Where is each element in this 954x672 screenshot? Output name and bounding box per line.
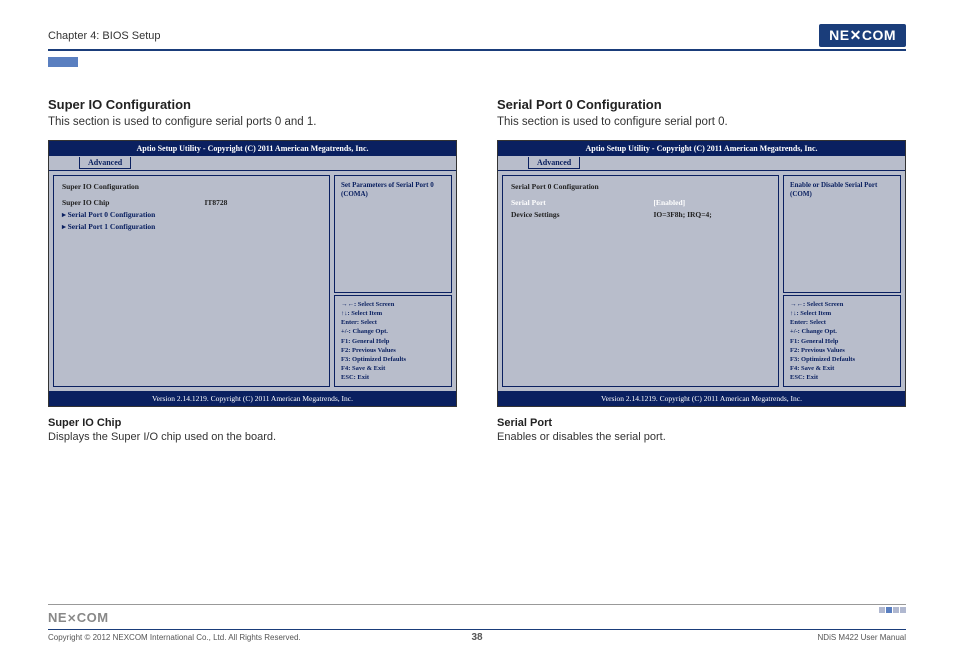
subsection-desc: Enables or disables the serial port. <box>497 431 906 443</box>
bios-key-hint: Enter: Select <box>790 318 894 327</box>
bios-row-value: IO=3F8h; IRQ=4; <box>653 209 770 221</box>
page-number: 38 <box>471 632 482 643</box>
bios-key-hint: ↑↓: Select Item <box>341 309 445 318</box>
bios-row-value: [Enabled] <box>653 197 770 209</box>
bios-key-legend: →←: Select Screen↑↓: Select ItemEnter: S… <box>334 295 452 387</box>
subsection-desc: Displays the Super I/O chip used on the … <box>48 431 457 443</box>
bios-row-value: IT8728 <box>204 197 321 209</box>
bios-row: Serial Port[Enabled] <box>511 197 770 209</box>
bios-key-hint: F4: Save & Exit <box>790 364 894 373</box>
left-column: Super IO Configuration This section is u… <box>48 97 457 443</box>
bios-key-hint: F2: Previous Values <box>341 346 445 355</box>
bios-help-text: Enable or Disable Serial Port (COM) <box>783 175 901 293</box>
bios-screenshot-left: Aptio Setup Utility - Copyright (C) 2011… <box>48 140 457 407</box>
subsection-title: Super IO Chip <box>48 417 457 429</box>
bios-row-label: Super IO Chip <box>62 197 204 209</box>
bios-heading: Serial Port 0 Configuration <box>511 182 770 191</box>
bios-row-label: Serial Port <box>511 197 653 209</box>
footer-decoration <box>879 607 906 613</box>
bios-key-hint: F4: Save & Exit <box>341 364 445 373</box>
bios-tab-advanced: Advanced <box>79 157 131 169</box>
margin-tab <box>48 57 78 67</box>
section-desc: This section is used to configure serial… <box>497 116 906 128</box>
bios-key-hint: +/-: Change Opt. <box>790 327 894 336</box>
section-title: Serial Port 0 Configuration <box>497 97 906 112</box>
manual-name: NDiS M422 User Manual <box>818 633 906 642</box>
bios-tab-advanced: Advanced <box>528 157 580 169</box>
bios-row-label: Device Settings <box>511 209 653 221</box>
bios-key-hint: F3: Optimized Defaults <box>341 355 445 364</box>
bios-row-value <box>204 209 321 221</box>
bios-screenshot-right: Aptio Setup Utility - Copyright (C) 2011… <box>497 140 906 407</box>
footer-logo: NE✕COM <box>48 610 109 625</box>
bios-tab-row: Advanced <box>49 156 456 171</box>
bios-key-hint: Enter: Select <box>341 318 445 327</box>
section-title: Super IO Configuration <box>48 97 457 112</box>
copyright-text: Copyright © 2012 NEXCOM International Co… <box>48 633 301 642</box>
bios-key-hint: F2: Previous Values <box>790 346 894 355</box>
bios-key-legend: →←: Select Screen↑↓: Select ItemEnter: S… <box>783 295 901 387</box>
right-column: Serial Port 0 Configuration This section… <box>497 97 906 443</box>
bios-version-footer: Version 2.14.1219. Copyright (C) 2011 Am… <box>49 391 456 406</box>
bios-key-hint: →←: Select Screen <box>790 300 894 309</box>
page-header: Chapter 4: BIOS Setup NE✕COM <box>48 24 906 51</box>
bios-key-hint: ↑↓: Select Item <box>790 309 894 318</box>
bios-row: Device SettingsIO=3F8h; IRQ=4; <box>511 209 770 221</box>
bios-row: ▸ Serial Port 0 Configuration <box>62 209 321 221</box>
bios-titlebar: Aptio Setup Utility - Copyright (C) 2011… <box>498 141 905 156</box>
subsection-title: Serial Port <box>497 417 906 429</box>
bios-key-hint: F1: General Help <box>790 337 894 346</box>
bios-tab-row: Advanced <box>498 156 905 171</box>
bios-key-hint: F3: Optimized Defaults <box>790 355 894 364</box>
bios-heading: Super IO Configuration <box>62 182 321 191</box>
bios-main-panel: Serial Port 0 Configuration Serial Port[… <box>502 175 779 387</box>
bios-row: Super IO ChipIT8728 <box>62 197 321 209</box>
bios-key-hint: →←: Select Screen <box>341 300 445 309</box>
chapter-label: Chapter 4: BIOS Setup <box>48 30 161 42</box>
bios-key-hint: ESC: Exit <box>790 373 894 382</box>
bios-version-footer: Version 2.14.1219. Copyright (C) 2011 Am… <box>498 391 905 406</box>
brand-logo: NE✕COM <box>819 24 906 47</box>
section-desc: This section is used to configure serial… <box>48 116 457 128</box>
page-footer: NE✕COM Copyright © 2012 NEXCOM Internati… <box>48 604 906 642</box>
bios-help-text: Set Parameters of Serial Port 0 (COMA) <box>334 175 452 293</box>
bios-row: ▸ Serial Port 1 Configuration <box>62 221 321 233</box>
bios-row-value <box>204 221 321 233</box>
bios-main-panel: Super IO Configuration Super IO ChipIT87… <box>53 175 330 387</box>
bios-row-label: ▸ Serial Port 0 Configuration <box>62 209 204 221</box>
bios-titlebar: Aptio Setup Utility - Copyright (C) 2011… <box>49 141 456 156</box>
bios-row-label: ▸ Serial Port 1 Configuration <box>62 221 204 233</box>
bios-key-hint: ESC: Exit <box>341 373 445 382</box>
bios-key-hint: F1: General Help <box>341 337 445 346</box>
bios-key-hint: +/-: Change Opt. <box>341 327 445 336</box>
